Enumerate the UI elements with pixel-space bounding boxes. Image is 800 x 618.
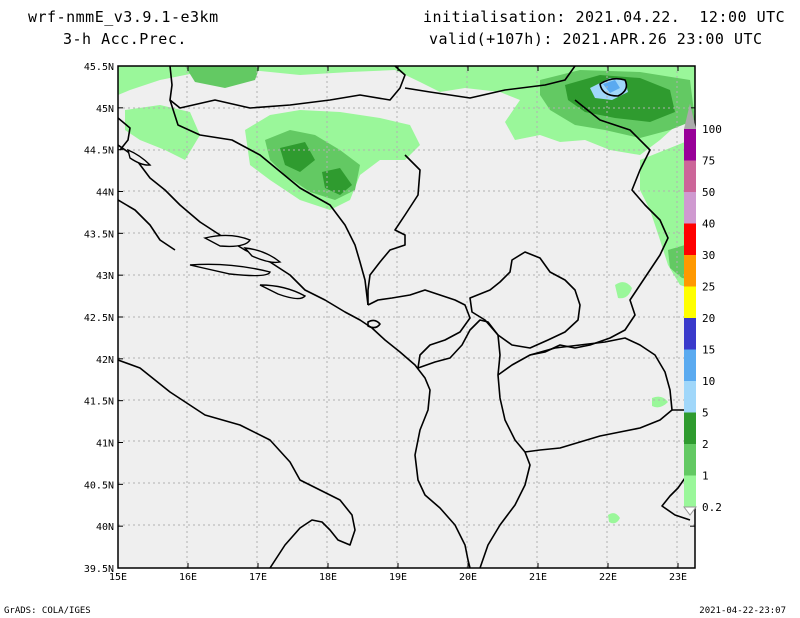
bosnia-serbia-border (367, 154, 421, 305)
lake-ne (599, 77, 628, 97)
precip-area-central-dark2 (322, 168, 352, 195)
italy-coastline-east (118, 199, 176, 251)
lat-tick-label: 44N (96, 188, 114, 199)
legend-label: 5 (702, 407, 709, 420)
lat-tick-label: 43N (96, 271, 114, 282)
legend-label: 25 (702, 281, 715, 294)
legend-label: 40 (702, 218, 715, 231)
legend-label: 0.2 (702, 501, 722, 514)
italy-coastline (118, 359, 356, 568)
model-name: wrf-nmmE_v3.9.1-e3km (28, 8, 219, 26)
legend-label: 20 (702, 312, 715, 325)
lake-ohrid (367, 319, 381, 329)
lat-tick-label: 42.5N (84, 313, 114, 324)
island-5 (126, 148, 152, 166)
lon-tick-label: 15E (109, 572, 127, 583)
legend-swatch (684, 318, 696, 350)
serbia-bulgaria-border (529, 99, 669, 356)
footer-timestamp: 2021-04-22-23:07 (699, 606, 786, 616)
istria-coast (118, 117, 131, 151)
precip-spot-east (615, 282, 632, 299)
legend-swatch (684, 475, 696, 507)
legend-swatch (684, 444, 696, 476)
legend-swatch (684, 412, 696, 444)
initialisation-line: initialisation: 2021.04.22. 12:00 UTC (423, 8, 785, 26)
lon-tick-label: 23E (669, 572, 687, 583)
legend-label: 1 (702, 470, 709, 483)
lat-tick-label: 45.5N (84, 62, 114, 73)
islands (126, 148, 307, 300)
lon-tick-label: 16E (179, 572, 197, 583)
island-2 (189, 263, 271, 277)
precip-spot-se (608, 513, 620, 524)
footer-credit: GrADS: COLA/IGES (4, 606, 91, 616)
graticule (118, 66, 695, 568)
lat-tick-label: 44.5N (84, 146, 114, 157)
init-value: 2021.04.22. 12:00 UTC (575, 8, 786, 26)
legend-bottom-wedge (683, 506, 697, 516)
legend-label: 15 (702, 344, 715, 357)
legend-label: 75 (702, 155, 715, 168)
island-1 (203, 234, 252, 248)
legend-swatch (684, 192, 696, 224)
legend-swatch (684, 103, 696, 129)
lon-tick-label: 18E (319, 572, 337, 583)
island-3 (259, 284, 307, 300)
lon-tick-label: 17E (249, 572, 267, 583)
precip-areas (118, 66, 695, 524)
legend-swatch (684, 223, 696, 255)
lat-tick-label: 39.5N (84, 564, 114, 575)
legend-label: 30 (702, 249, 715, 262)
lat-tick-label: 41.5N (84, 397, 114, 408)
coastlines-borders (118, 66, 695, 568)
valid-line: valid(+107h): 2021.APR.26 23:00 UTC (429, 30, 763, 48)
field-name: 3-h Acc.Prec. (63, 30, 187, 48)
lat-tick-label: 40N (96, 522, 114, 533)
lat-tick-label: 41N (96, 439, 114, 450)
lon-tick-label: 20E (459, 572, 477, 583)
precip-area-ne-blue2 (603, 80, 620, 93)
legend-label: 10 (702, 375, 715, 388)
longitude-labels: 15E 16E 17E 18E 19E 20E 21E 22E 23E (109, 572, 687, 583)
precip-spot-se2 (652, 396, 668, 408)
legend-swatch (684, 381, 696, 413)
legend-swatch (684, 255, 696, 287)
lon-tick-label: 19E (389, 572, 407, 583)
legend-label: 100 (702, 123, 722, 136)
legend-swatch (684, 160, 696, 192)
lon-tick-label: 21E (529, 572, 547, 583)
island-4 (243, 247, 282, 264)
albania-border (417, 319, 531, 568)
legend-label: 50 (702, 186, 715, 199)
latitude-labels: 45.5N 45N 44.5N 44N 43.5N 43N 42.5N 42N 41.5N 41N… (84, 62, 114, 575)
lat-tick-label: 43.5N (84, 229, 114, 240)
montenegro-border (367, 289, 471, 369)
legend-label: 2 (702, 438, 709, 451)
legend-swatch (684, 129, 696, 161)
serbia-border-east (404, 66, 576, 99)
lat-tick-label: 40.5N (84, 480, 114, 491)
lat-tick-label: 42N (96, 355, 114, 366)
init-label: initialisation: (423, 8, 566, 26)
precip-area-north-medium (185, 66, 260, 88)
legend-swatch (684, 286, 696, 318)
valid-value: 2021.APR.26 23:00 UTC (562, 30, 763, 48)
valid-label: valid(+107h): (429, 30, 553, 48)
precip-area-west (125, 105, 200, 160)
macedonia-border (497, 337, 673, 453)
lon-tick-label: 22E (599, 572, 617, 583)
legend-swatch (684, 349, 696, 381)
kosovo-border (469, 251, 581, 349)
lat-tick-label: 45N (96, 104, 114, 115)
bosnia-border (169, 99, 369, 306)
